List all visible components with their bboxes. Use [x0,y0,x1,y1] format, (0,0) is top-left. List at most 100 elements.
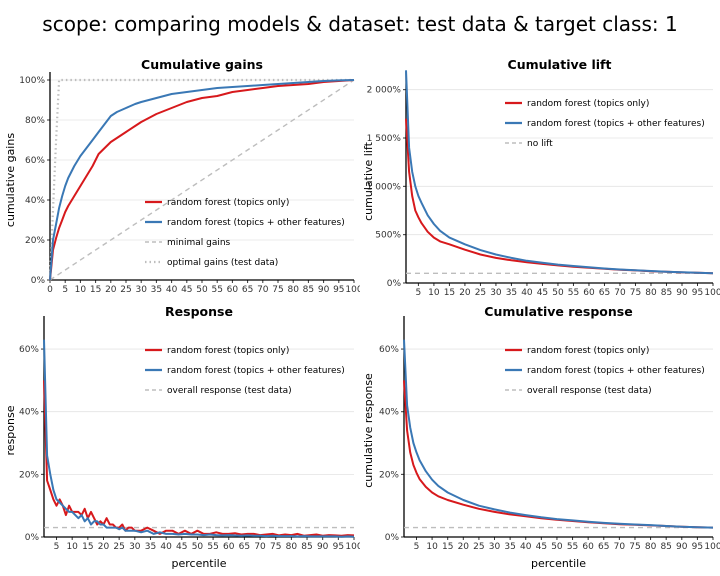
legend-label: overall response (test data) [527,386,652,396]
y-axis-label: cumulative response [362,373,375,488]
series-line-random-forest-topics-other-features [403,339,714,529]
y-tick-label: 100% [19,76,45,86]
y-axis-label: cumulative gains [4,133,17,227]
panel-title: Cumulative gains [141,57,263,72]
x-tick-label: 10 [66,542,78,552]
x-tick-label: 55 [567,542,578,552]
y-tick-label: 500% [375,231,401,241]
x-tick-label: 5 [62,285,68,295]
legend-label: random forest (topics + other features) [527,119,705,129]
y-tick-label: 60% [379,345,399,355]
x-tick-label: 40 [520,542,532,552]
x-tick-label: 95 [333,285,344,295]
y-tick-label: 20% [25,236,45,246]
x-tick-label: 25 [473,542,484,552]
x-tick-label: 75 [270,542,281,552]
legend: random forest (topics only) random forest… [505,346,705,396]
x-tick-label: 30 [489,542,501,552]
x-axis-label: percentile [531,557,586,570]
lift-panel: Cumulative lift 0% 500% 1 000% 1 500% 2 000% 5… [362,57,720,298]
series-line-minimal-gains [49,79,355,281]
legend-label: random forest (topics only) [167,198,289,208]
main-title: scope: comparing models & dataset: test … [42,12,678,36]
series-line-random-forest-topics-only [43,380,355,537]
x-tick-label: 25 [475,288,486,298]
x-tick-label: 15 [90,285,101,295]
x-tick-label: 5 [414,542,420,552]
panel-title: Cumulative lift [508,57,612,72]
legend-label: random forest (topics + other features) [167,366,345,376]
y-tick-label: 40% [25,196,45,206]
x-tick-label: 70 [254,542,266,552]
x-tick-label: 100 [704,542,720,552]
panel-title: Response [165,304,233,319]
y-tick-label: 40% [379,408,399,418]
y-tick-label: 20% [19,470,39,480]
x-tick-label: 55 [211,285,222,295]
legend-label: random forest (topics only) [527,99,649,109]
x-tick-label: 70 [257,285,269,295]
series-line-optimal-gains-test-data [48,78,354,281]
x-tick-label: 20 [458,542,470,552]
x-tick-label: 15 [82,542,93,552]
x-tick-label: 10 [426,542,438,552]
x-tick-label: 65 [242,285,253,295]
legend-label: optimal gains (test data) [167,258,278,268]
x-tick-label: 85 [661,288,672,298]
x-tick-label: 85 [301,542,312,552]
cumulative-response-panel: Cumulative response 0% 20% 40% 60% 5 10 15 20 25 3… [362,304,720,570]
x-tick-label: 95 [333,542,344,552]
x-tick-label: 25 [113,542,124,552]
x-tick-label: 35 [506,288,517,298]
y-tick-label: 1 500% [367,134,402,144]
x-tick-label: 40 [521,288,533,298]
gains-panel: Cumulative gains 0% 20% 40% 60% 80% 100% 0 5 10 15… [4,57,360,295]
x-tick-label: 90 [318,285,330,295]
x-tick-label: 65 [599,288,610,298]
series-line-random-forest-topics-only [49,79,355,281]
x-tick-label: 30 [129,542,141,552]
series-line-random-forest-topics-other-features [405,70,714,275]
x-tick-label: 35 [504,542,515,552]
y-tick-label: 20% [379,470,399,480]
x-tick-label: 80 [645,288,657,298]
x-tick-label: 15 [444,288,455,298]
x-tick-label: 45 [536,542,547,552]
x-tick-label: 70 [614,542,626,552]
x-tick-label: 35 [145,542,156,552]
x-tick-label: 65 [598,542,609,552]
x-tick-label: 55 [207,542,218,552]
x-tick-label: 40 [160,542,172,552]
x-tick-label: 90 [676,542,688,552]
y-tick-label: 2 000% [367,86,402,96]
x-tick-label: 80 [645,542,657,552]
y-tick-label: 1 000% [367,182,402,192]
y-tick-label: 80% [25,116,45,126]
x-tick-label: 95 [692,542,703,552]
y-axis-label: cumulative lift [362,141,375,220]
x-tick-label: 50 [551,542,563,552]
x-tick-label: 45 [176,542,187,552]
x-tick-label: 60 [583,288,595,298]
y-tick-label: 0% [25,533,40,543]
x-tick-label: 60 [223,542,235,552]
series-line-random-forest-topics-only [403,380,714,529]
x-tick-label: 85 [303,285,314,295]
x-tick-label: 90 [317,542,329,552]
legend-label: no lift [527,139,553,149]
series-line-random-forest-topics-other-features [49,79,355,281]
x-tick-label: 20 [98,542,110,552]
x-tick-label: 75 [272,285,283,295]
x-tick-label: 80 [287,285,299,295]
panel-title: Cumulative response [484,304,632,319]
x-tick-label: 10 [75,285,87,295]
x-tick-label: 60 [582,542,594,552]
x-tick-label: 100 [345,285,360,295]
legend: random forest (topics only) random forest… [145,346,345,396]
x-tick-label: 30 [490,288,502,298]
x-tick-label: 55 [568,288,579,298]
x-tick-label: 75 [630,288,641,298]
x-tick-label: 100 [704,288,720,298]
x-tick-label: 95 [692,288,703,298]
y-tick-label: 40% [19,408,39,418]
